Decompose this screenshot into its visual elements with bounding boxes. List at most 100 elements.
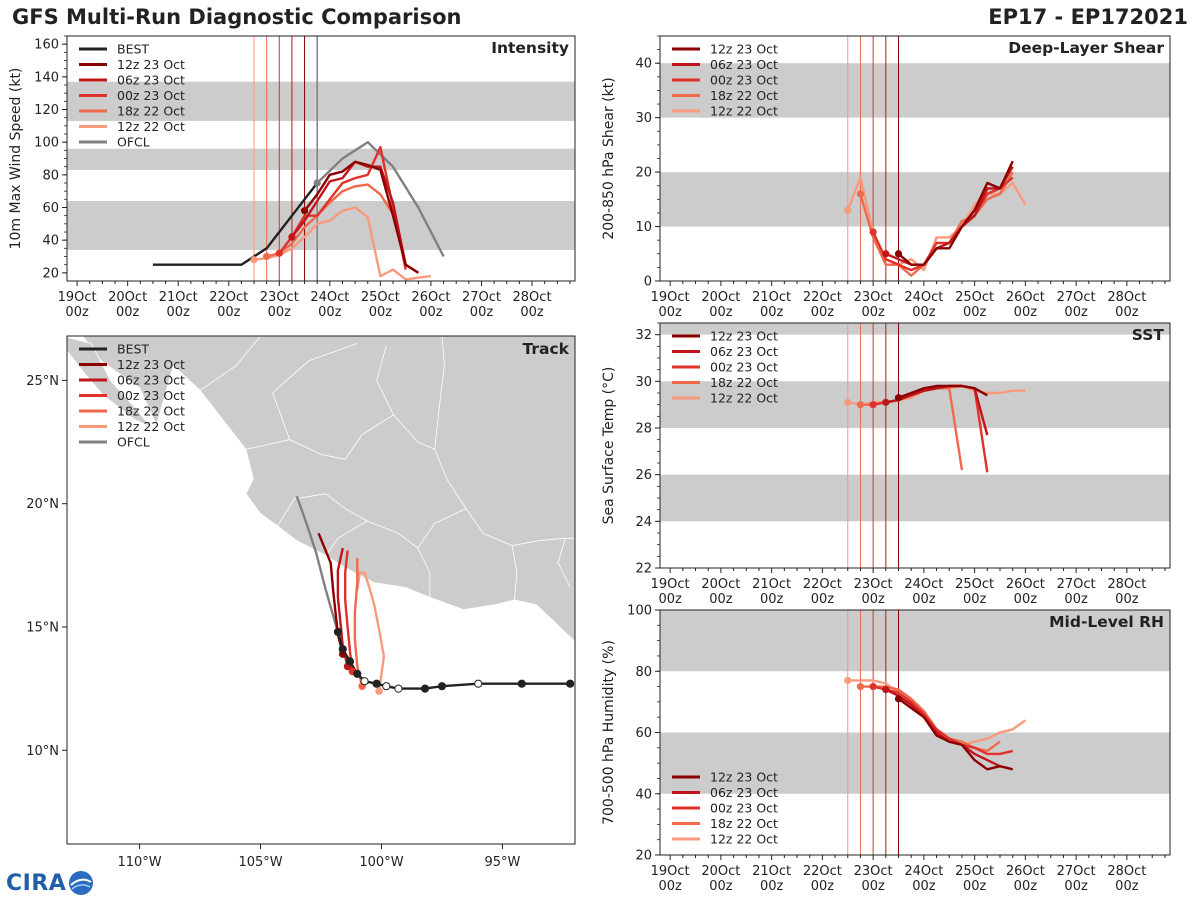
rh-marker-18z-22-oct [856,682,865,691]
sst-shaded-band [660,381,1170,428]
sst-panel-title: SST [1132,326,1165,344]
shear-x-tick-label-date: 22Oct [803,290,842,305]
intensity-y-tick-label: 140 [34,70,59,85]
track-best-position-marker [360,677,369,686]
intensity-shaded-band [67,200,575,250]
sst-legend-label-18z-22-oct: 18z 22 Oct [710,375,778,390]
track-x-tick-label: 110°W [117,855,161,870]
intensity-x-tick-label-hour: 00z [268,305,292,320]
intensity-shaded-band [67,148,575,170]
intensity-y-tick-label: 40 [42,234,59,249]
rh-series-06z-23-oct [885,688,1001,768]
track-best-position-marker [517,679,526,688]
track-series-18z-22-oct [353,557,364,687]
intensity-marker-ofcl [313,179,321,187]
rh-y-tick-label: 40 [635,787,652,802]
shear-x-tick-label-hour: 00z [658,305,682,320]
rh-x-tick-label-hour: 00z [709,879,733,894]
rh-marker-12z-22-oct [844,676,852,685]
rh-x-tick-label-hour: 00z [1014,879,1038,894]
track-best-position-marker [474,679,483,688]
intensity-y-tick-label: 100 [34,136,59,151]
intensity-x-tick-label-date: 26Oct [411,290,450,305]
sst-x-tick-label-date: 25Oct [955,577,994,592]
shear-x-tick-label-date: 19Oct [651,290,690,305]
rh-marker-00z-23-oct [869,682,877,691]
track-marker-12z-22-oct [375,687,383,695]
sst-y-axis-label: Sea Surface Temp (°C) [601,367,617,525]
sst-y-tick-label: 24 [635,515,652,530]
track-legend-label-12z-23-oct: 12z 23 Oct [117,357,185,372]
sst-marker-12z-22-oct [844,398,852,406]
track-x-tick-label: 95°W [484,855,520,870]
track-panel-title: Track [523,340,570,358]
sst-x-tick-label-date: 19Oct [651,577,690,592]
sst-x-tick-label-date: 24Oct [904,577,943,592]
rh-x-tick-label-date: 20Oct [701,864,740,879]
track-best-position-marker [372,679,381,688]
state-border [376,345,394,416]
track-series-ofcl [295,495,340,633]
baja-land [67,336,153,428]
shear-x-tick-label-hour: 00z [861,305,885,320]
track-legend-label-ofcl: OFCL [117,435,150,450]
shear-series-12z-23-oct [897,160,1014,266]
intensity-y-axis-label: 10m Max Wind Speed (kt) [8,68,24,250]
sst-x-tick-label-hour: 00z [861,592,885,607]
rh-y-tick-label: 100 [627,604,652,619]
rh-x-tick-label-date: 26Oct [1006,864,1045,879]
intensity-marker-06z-23-oct [288,233,296,241]
rh-legend-label-12z-22-oct: 12z 22 Oct [710,832,778,847]
shear-x-tick-label-date: 21Oct [752,290,791,305]
rh-y-tick-label: 60 [635,726,652,741]
rh-x-tick-label-date: 21Oct [752,864,791,879]
track-best-position-marker [382,682,391,691]
track-legend-label-00z-23-oct: 00z 23 Oct [117,388,185,403]
state-border [245,439,346,460]
intensity-shaded-band [67,81,575,121]
track-frame [66,335,576,845]
sst-x-tick-label-hour: 00z [1115,592,1139,607]
rh-x-tick-label-hour: 00z [963,879,987,894]
sst-x-tick-label-hour: 00z [1014,592,1038,607]
shear-marker-12z-22-oct [844,206,852,214]
track-map-area [67,336,575,695]
globe-icon [69,871,94,895]
sst-x-tick-label-hour: 00z [811,592,835,607]
state-border [417,547,431,598]
intensity-x-tick-label-hour: 00z [470,305,494,320]
rh-marker-12z-23-oct [894,695,903,703]
intensity-x-tick-label-date: 25Oct [361,290,400,305]
intensity-x-tick-label-date: 27Oct [462,290,501,305]
rh-x-tick-label-hour: 00z [658,879,682,894]
sst-series-12z-23-oct [898,384,988,399]
sst-marker-12z-23-oct [894,394,903,402]
sst-x-tick-label-hour: 00z [963,592,987,607]
track-y-tick-label: 10°N [26,744,59,759]
intensity-series-best [152,182,319,266]
track-legend-label-12z-22-oct: 12z 22 Oct [117,419,185,434]
rh-x-tick-label-hour: 00z [912,879,936,894]
state-border [557,538,571,588]
rh-plot-area [660,610,1170,855]
shear-x-tick-label-hour: 00z [1115,305,1139,320]
rh-x-tick-label-date: 27Oct [1057,864,1096,879]
intensity-x-tick-label-hour: 00z [116,305,140,320]
shear-marker-12z-23-oct [894,250,903,258]
rh-x-tick-label-hour: 00z [1064,879,1088,894]
track-best-position-marker [333,627,343,637]
rh-shaded-band [660,610,1170,672]
track-legend-label-06z-23-oct: 06z 23 Oct [117,373,185,388]
state-border [417,508,467,549]
track-y-tick-label: 15°N [26,620,59,635]
shear-marker-00z-23-oct [869,228,877,236]
intensity-legend-label-06z-23-oct: 06z 23 Oct [117,73,185,88]
sst-x-tick-label-date: 22Oct [803,577,842,592]
rh-legend-label-06z-23-oct: 06z 23 Oct [710,785,778,800]
shear-shaded-band [660,172,1170,227]
shear-y-tick-label: 30 [635,111,652,126]
sst-y-tick-label: 32 [635,328,652,343]
rh-x-tick-label-hour: 00z [811,879,835,894]
intensity-y-tick-label: 160 [34,38,59,53]
